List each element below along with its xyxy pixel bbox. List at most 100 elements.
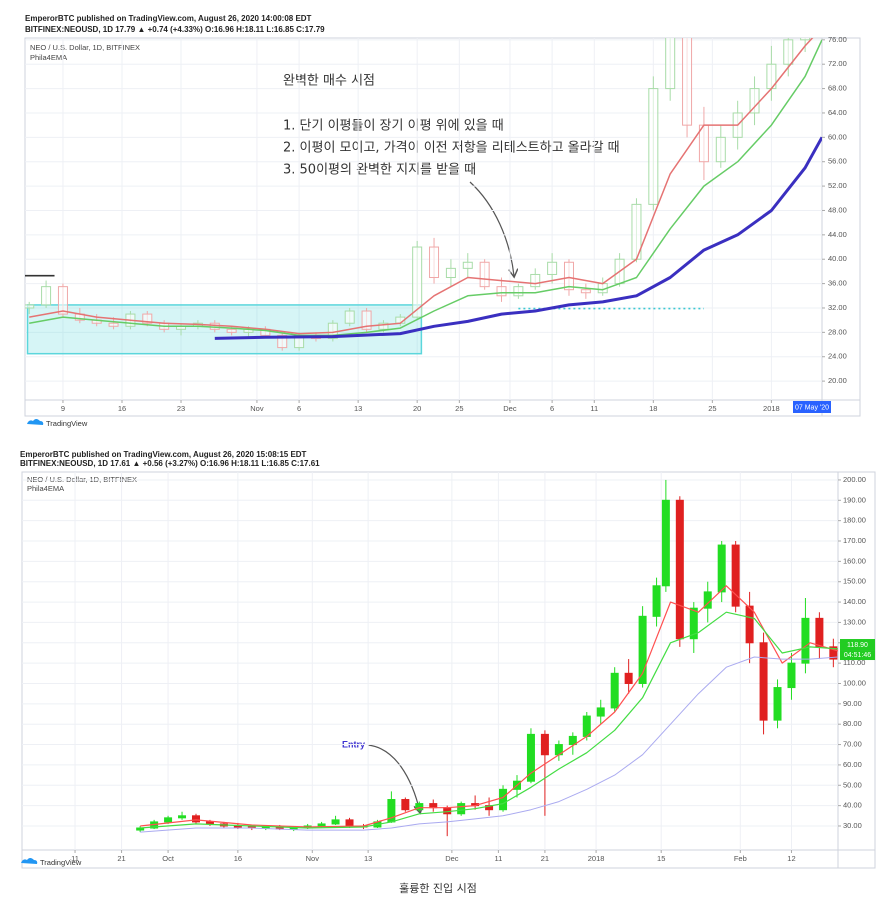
y-tick-label: 80.00 <box>843 719 862 728</box>
candle-body <box>580 289 591 294</box>
annotation-item: 2. 이평이 모이고, 가격이 이전 저항을 리테스트하고 올라갈 때 <box>283 141 620 156</box>
x-tick-label: 15 <box>657 854 665 863</box>
candle-body <box>361 310 372 330</box>
price-badge <box>840 639 875 651</box>
candle-body <box>457 803 466 815</box>
candle-body <box>596 707 605 717</box>
candle-body <box>331 819 340 825</box>
caption: 훌륭한 진입 시점 <box>399 882 477 895</box>
arrow <box>469 181 514 276</box>
x-tick-label: Oct <box>162 854 175 863</box>
candle-body <box>378 322 389 330</box>
candle-body <box>652 585 661 617</box>
y-tick-label: 44.00 <box>828 230 847 239</box>
candle-body <box>205 821 214 825</box>
x-tick-label: 25 <box>455 404 463 413</box>
candle-body <box>499 788 508 811</box>
candle-body <box>57 286 68 315</box>
candle-body <box>648 88 659 205</box>
quote-line: BITFINEX:NEOUSD, 1D 17.61 ▲ +0.56 (+3.27… <box>20 459 320 468</box>
candle-body <box>582 715 591 737</box>
candle-body <box>108 322 119 327</box>
candle-body <box>429 803 438 809</box>
candle-body <box>610 672 619 709</box>
x-tick-label: 11 <box>71 854 79 863</box>
candle-body <box>829 646 838 660</box>
logo-icon <box>21 858 38 864</box>
x-tick-label: 2018 <box>588 854 605 863</box>
annotation-title: 완벽한 매수 시점 <box>283 74 375 89</box>
ema-line <box>140 611 838 829</box>
candle-body <box>25 304 35 309</box>
candle-body <box>682 38 693 126</box>
arrow <box>367 744 420 812</box>
y-tick-label: 70.00 <box>843 740 862 749</box>
x-tick-label: Nov <box>250 404 264 413</box>
candle-body <box>800 38 811 41</box>
candle-body <box>675 499 684 640</box>
y-tick-label: 140.00 <box>843 597 866 606</box>
candle-body <box>717 544 726 593</box>
y-tick-label: 28.00 <box>828 327 847 336</box>
y-tick-label: 56.00 <box>828 157 847 166</box>
candle-body <box>624 672 633 684</box>
plot-area <box>25 38 822 355</box>
y-tick-label: 180.00 <box>843 516 866 525</box>
y-tick-label: 60.00 <box>828 132 847 141</box>
x-tick-label: 21 <box>117 854 125 863</box>
date-badge <box>793 401 831 413</box>
y-tick-label: 160.00 <box>843 556 866 565</box>
candle-body <box>526 733 535 782</box>
y-tick-label: 130.00 <box>843 617 866 626</box>
candle-body <box>317 823 326 827</box>
candle-body <box>429 246 440 279</box>
candle-body <box>568 735 577 746</box>
y-tick-label: 60.00 <box>843 760 862 769</box>
x-tick-label: 11 <box>494 854 502 863</box>
candle-body <box>226 328 237 333</box>
y-tick-label: 170.00 <box>843 536 866 545</box>
x-tick-label: 13 <box>364 854 372 863</box>
y-tick-label: 200.00 <box>843 475 866 484</box>
y-tick-label: 90.00 <box>843 699 862 708</box>
candle-body <box>759 642 768 721</box>
x-tick-label: 16 <box>118 404 126 413</box>
candle-body <box>661 499 670 587</box>
candle-body <box>412 246 423 318</box>
y-tick-label: 72.00 <box>828 59 847 68</box>
candle-body <box>749 88 760 114</box>
candle-body <box>345 819 354 827</box>
candle-body <box>462 261 473 269</box>
publish-line: EmperorBTC published on TradingView.com,… <box>20 450 307 459</box>
plot-area <box>136 479 838 837</box>
candle-body <box>479 261 490 288</box>
candle-body <box>445 267 456 279</box>
symbol: NEO / U.S. Dollar, 1D, BITFINEX <box>30 43 140 52</box>
x-tick-label: 21 <box>541 854 549 863</box>
y-tick-label: 64.00 <box>828 108 847 117</box>
x-tick-label: Feb <box>734 854 747 863</box>
chart-frame <box>21 471 876 869</box>
candle-body <box>787 662 796 689</box>
x-tick-label: 11 <box>590 404 598 413</box>
ema-line <box>214 136 822 340</box>
candle-body <box>665 38 676 90</box>
y-tick-label: 32.00 <box>828 303 847 312</box>
x-tick-label: 23 <box>177 404 185 413</box>
y-tick-label: 50.00 <box>843 780 862 789</box>
candle-body <box>715 136 726 163</box>
y-tick-label: 68.00 <box>828 84 847 93</box>
countdown-text: 04:51:46 <box>844 652 871 659</box>
price-badge-text: 118.90 <box>847 642 868 649</box>
y-tick-label: 36.00 <box>828 279 847 288</box>
y-tick-label: 40.00 <box>828 254 847 263</box>
logo: TradingView <box>40 858 82 867</box>
y-tick-label: 40.00 <box>843 801 862 810</box>
x-tick-label: 12 <box>787 854 795 863</box>
x-tick-label: 9 <box>61 404 65 413</box>
y-tick-label: 110.00 <box>843 658 865 667</box>
ema-line <box>140 656 838 833</box>
x-tick-label: Dec <box>503 404 517 413</box>
